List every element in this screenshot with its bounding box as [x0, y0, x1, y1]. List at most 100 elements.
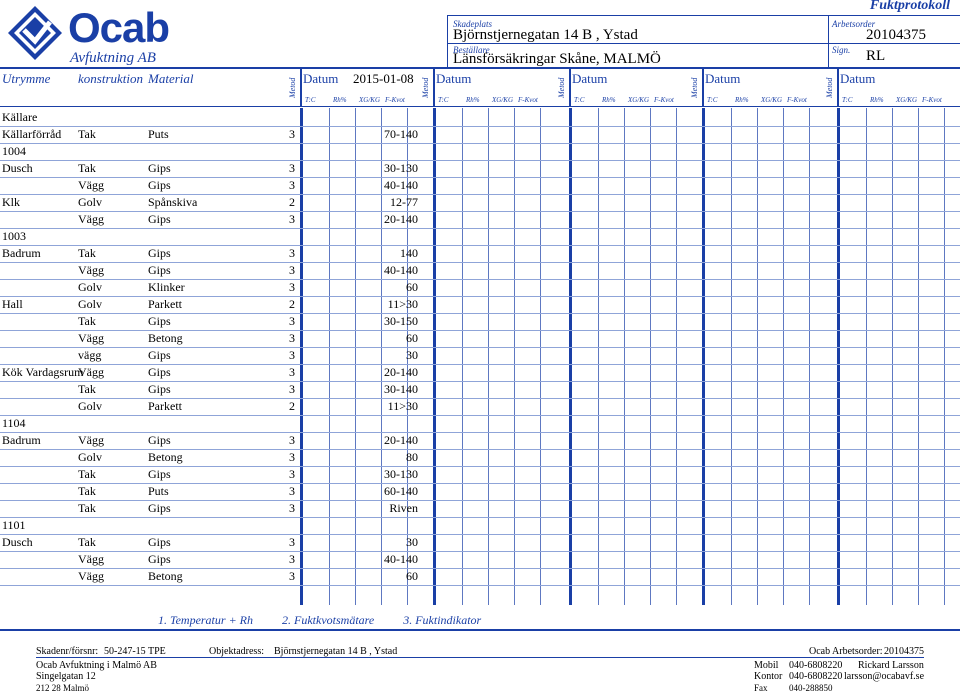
konstruktion-cell: Vägg [78, 331, 104, 345]
header-divider [447, 43, 960, 44]
konstruktion-cell: Golv [78, 297, 102, 311]
section-label: 1003 [2, 229, 26, 243]
arbetsorder-label: Arbetsorder [832, 19, 876, 29]
group-divider [569, 68, 571, 106]
konstruktion-cell: Vägg [78, 433, 104, 447]
col-konstruktion: konstruktion [78, 71, 143, 86]
utrymme-cell: Badrum [2, 246, 41, 260]
konstruktion-cell: Tak [78, 535, 96, 549]
table-row: Golv Klinker 3 60 [0, 279, 960, 296]
contact-person: Rickard Larsson [858, 660, 924, 671]
metod-header: Metod [288, 77, 297, 98]
cell-divider [944, 108, 945, 605]
group-divider [433, 108, 436, 605]
metod-cell: 3 [289, 382, 295, 396]
col-material: Material [148, 71, 194, 86]
table-row: Hall Golv Parkett 2 11>30 [0, 296, 960, 313]
office-street: Singelgatan 12 [36, 671, 96, 682]
metod-cell: 3 [289, 127, 295, 141]
material-cell: Puts [148, 127, 169, 141]
measurement-value: 60 [406, 331, 418, 345]
row-divider [0, 415, 960, 416]
table-row: Tak Gips 3 30-140 [0, 381, 960, 398]
cell-divider [381, 108, 382, 605]
measurement-value: 40-140 [384, 552, 418, 566]
cell-divider [624, 108, 625, 605]
material-cell: Gips [148, 212, 171, 226]
metod-cell: 3 [289, 348, 295, 362]
section-row: 1101 [0, 517, 960, 534]
contact-email: larsson@ocabavf.se [844, 671, 925, 682]
metod-cell: 2 [289, 297, 295, 311]
section-row: Källare [0, 109, 960, 126]
table-row: Tak Puts 3 60-140 [0, 483, 960, 500]
table-row: Golv Parkett 2 11>30 [0, 398, 960, 415]
table-row: Tak Gips 3 Riven [0, 500, 960, 517]
row-divider [0, 143, 960, 144]
method-legend: 1. Temperatur + Rh 2. Fuktkvotsmätare 3.… [158, 613, 507, 627]
metod-cell: 3 [289, 365, 295, 379]
datum-header: Datum [840, 71, 876, 86]
cell-divider [809, 108, 810, 605]
row-divider [0, 160, 960, 161]
cell-divider [514, 108, 515, 605]
metod-cell: 3 [289, 450, 295, 464]
skadenr-value: 50-247-15 TPE [104, 646, 166, 657]
material-cell: Gips [148, 348, 171, 362]
measurement-value: 11>30 [387, 399, 418, 413]
konstruktion-cell: Vägg [78, 212, 104, 226]
table-row: Badrum Tak Gips 3 140 [0, 245, 960, 262]
sub-column-header: XG/KG [761, 96, 782, 104]
sub-column-header: XG/KG [492, 96, 513, 104]
metod-cell: 3 [289, 263, 295, 277]
sub-column-header: T:C [842, 96, 853, 104]
material-cell: Gips [148, 314, 171, 328]
datum-header: Datum [436, 71, 472, 86]
metod-cell: 3 [289, 161, 295, 175]
cell-divider [866, 108, 867, 605]
material-cell: Gips [148, 382, 171, 396]
table-row: vägg Gips 3 30 [0, 347, 960, 364]
sub-column-header: Rh% [735, 96, 749, 104]
datum-header: Datum [572, 71, 608, 86]
utrymme-cell: Kök Vardagsrum [2, 365, 84, 379]
sub-column-header: F-Kvot [518, 96, 538, 104]
material-cell: Gips [148, 552, 171, 566]
metod-cell: 2 [289, 399, 295, 413]
konstruktion-cell: Vägg [78, 552, 104, 566]
row-divider [0, 449, 960, 450]
objektadress-label: Objektadress: [209, 646, 264, 657]
material-cell: Betong [148, 331, 183, 345]
row-divider [0, 432, 960, 433]
table-row: Vägg Betong 3 60 [0, 568, 960, 585]
mobil-label: Mobil [754, 660, 779, 671]
material-cell: Puts [148, 484, 169, 498]
bestallare-value: Länsförsäkringar Skåne, MALMÖ [453, 51, 661, 67]
cell-divider [329, 108, 330, 605]
row-divider [0, 279, 960, 280]
utrymme-cell: Dusch [2, 161, 33, 175]
cell-divider [540, 108, 541, 605]
ocab-diamond-icon [8, 6, 62, 60]
konstruktion-cell: Golv [78, 399, 102, 413]
material-cell: Gips [148, 433, 171, 447]
datum-header: Datum [303, 71, 339, 86]
material-cell: Gips [148, 535, 171, 549]
company-subtitle: Avfuktning AB [70, 50, 156, 66]
row-divider [0, 177, 960, 178]
header-divider [447, 15, 448, 67]
measurement-value: 60-140 [384, 484, 418, 498]
row-divider [0, 381, 960, 382]
measurement-value: 20-140 [384, 433, 418, 447]
material-cell: Parkett [148, 399, 182, 413]
header-divider [447, 15, 960, 16]
utrymme-cell: Hall [2, 297, 23, 311]
cell-divider [488, 108, 489, 605]
konstruktion-cell: Golv [78, 195, 102, 209]
utrymme-cell: Klk [2, 195, 20, 209]
row-divider [0, 585, 960, 586]
metod-cell: 3 [289, 569, 295, 583]
sub-column-header: F-Kvot [922, 96, 942, 104]
sub-column-header: XG/KG [896, 96, 917, 104]
table-row: Dusch Tak Gips 3 30 [0, 534, 960, 551]
